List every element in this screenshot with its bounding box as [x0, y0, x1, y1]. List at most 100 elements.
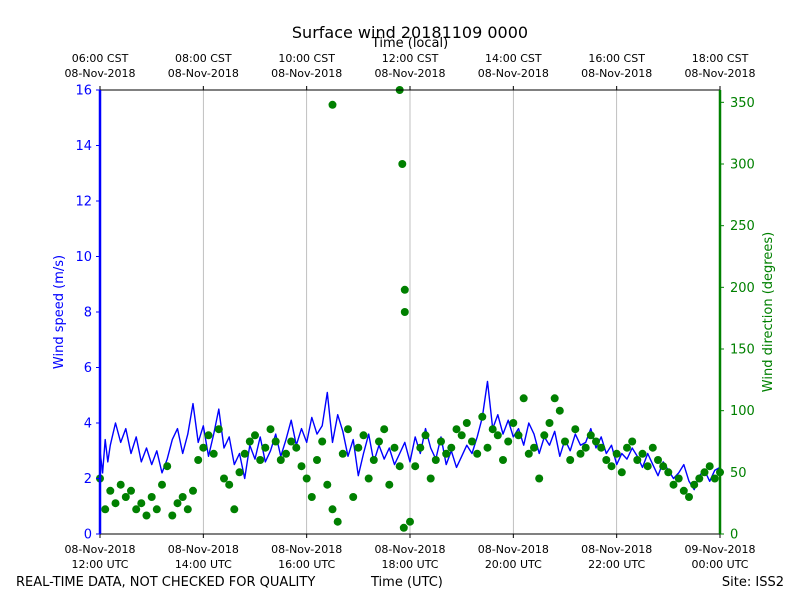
right-tick-label: 200: [730, 281, 755, 296]
vertical-grid: [202, 90, 618, 534]
wind-direction-point: [380, 425, 389, 434]
bottom-tick-label-date: 08-Nov-2018: [168, 543, 239, 556]
left-tick-label: 16: [75, 84, 92, 99]
wind-direction-point: [685, 493, 693, 501]
wind-direction-point: [478, 412, 487, 421]
wind-direction-point: [421, 431, 430, 440]
top-tick-label-date: 08-Nov-2018: [374, 67, 445, 80]
top-tick-label-time: 18:00 CST: [692, 52, 749, 65]
bottom-x-axis: 08-Nov-2018 12:00 UTC 08-Nov-2018 14:00 UTC…: [64, 534, 756, 571]
wind-direction-point: [297, 462, 306, 471]
wind-direction-point: [473, 449, 482, 458]
wind-direction-point: [101, 505, 110, 514]
x-axis-label: Time (UTC): [371, 575, 443, 590]
wind-direction-point: [519, 394, 528, 403]
wind-direction-point: [633, 456, 642, 464]
wind-speed-series: [99, 380, 721, 491]
bottom-tick-label-time: 12:00 UTC: [71, 558, 128, 571]
bottom-tick-label-date: 08-Nov-2018: [271, 543, 342, 556]
wind-direction-point: [623, 443, 631, 452]
top-tick-label-date: 08-Nov-2018: [64, 67, 135, 80]
wind-direction-point: [302, 474, 311, 483]
wind-direction-point: [493, 431, 502, 440]
wind-direction-point: [168, 511, 177, 520]
wind-direction-point: [426, 474, 435, 483]
bottom-tick-label-date: 09-Nov-2018: [684, 543, 755, 556]
wind-direction-point: [674, 474, 683, 483]
wind-direction-point: [659, 462, 668, 471]
right-tick-label: 0: [730, 528, 738, 543]
wind-direction-point: [318, 437, 327, 446]
wind-direction-point: [648, 443, 657, 452]
bottom-tick-label-time: 16:00 UTC: [278, 558, 335, 571]
wind-direction-point: [395, 462, 404, 471]
right-tick-label: 300: [730, 158, 755, 173]
wind-direction-point: [152, 505, 161, 514]
wind-direction-point: [158, 480, 166, 489]
wind-direction-point: [457, 431, 466, 440]
wind-direction-point: [617, 468, 626, 477]
quality-notice: REAL-TIME DATA, NOT CHECKED FOR QUALITY: [16, 575, 316, 590]
wind-direction-point: [398, 160, 407, 168]
wind-direction-point: [292, 443, 301, 452]
bottom-tick-label-time: 18:00 UTC: [381, 558, 438, 571]
wind-direction-point: [271, 437, 280, 446]
wind-direction-point: [204, 431, 213, 440]
wind-direction-point: [399, 523, 408, 532]
wind-direction-point: [287, 437, 296, 446]
wind-direction-point: [142, 511, 151, 520]
wind-direction-point: [333, 517, 342, 526]
wind-direction-point: [323, 480, 332, 489]
wind-direction-point: [406, 517, 414, 526]
wind-direction-point: [535, 474, 544, 483]
wind-direction-point: [256, 456, 265, 464]
wind-direction-point: [602, 456, 611, 464]
top-tick-label-time: 12:00 CST: [382, 52, 439, 65]
wind-direction-point: [235, 468, 244, 477]
wind-direction-point: [442, 449, 451, 458]
top-tick-label-date: 08-Nov-2018: [168, 67, 239, 80]
wind-direction-point: [488, 425, 497, 434]
wind-direction-point: [127, 486, 135, 495]
wind-direction-point: [566, 456, 575, 464]
top-axis-label: Time (local): [371, 36, 448, 51]
left-tick-label: 10: [75, 250, 92, 265]
wind-direction-point: [669, 480, 678, 489]
wind-direction-point: [147, 493, 156, 501]
wind-direction-point: [132, 505, 141, 514]
wind-direction-point: [514, 431, 523, 440]
left-tick-label: 0: [84, 528, 92, 543]
top-tick-label-date: 08-Nov-2018: [684, 67, 755, 80]
wind-direction-point: [597, 443, 606, 452]
wind-direction-point: [354, 443, 363, 452]
right-tick-label: 100: [730, 404, 755, 419]
left-tick-label: 12: [75, 195, 92, 210]
right-tick-label: 50: [730, 466, 747, 481]
wind-direction-point: [664, 468, 673, 477]
wind-direction-point: [214, 425, 223, 434]
wind-direction-point: [276, 456, 285, 464]
wind-direction-point: [447, 443, 456, 452]
wind-direction-point: [607, 462, 616, 471]
top-tick-label-time: 10:00 CST: [278, 52, 335, 65]
wind-direction-point: [431, 456, 440, 464]
wind-direction-point: [251, 431, 259, 440]
wind-direction-point: [643, 462, 652, 471]
wind-direction-point: [349, 493, 358, 501]
wind-direction-point: [524, 449, 533, 458]
left-tick-label: 14: [75, 139, 92, 154]
left-tick-label: 2: [84, 472, 92, 487]
right-tick-label: 150: [730, 343, 755, 358]
wind-direction-point: [592, 437, 600, 446]
wind-direction-point: [369, 456, 378, 464]
wind-direction-point: [344, 425, 352, 434]
site-label: Site: ISS2: [721, 575, 784, 590]
wind-direction-point: [183, 505, 192, 514]
bottom-tick-label-time: 14:00 UTC: [175, 558, 232, 571]
wind-direction-series: [96, 86, 724, 532]
left-tick-label: 8: [84, 306, 92, 321]
bottom-tick-label-date: 08-Nov-2018: [64, 543, 135, 556]
wind-direction-point: [359, 431, 368, 440]
bottom-tick-label-time: 00:00 UTC: [691, 558, 748, 571]
